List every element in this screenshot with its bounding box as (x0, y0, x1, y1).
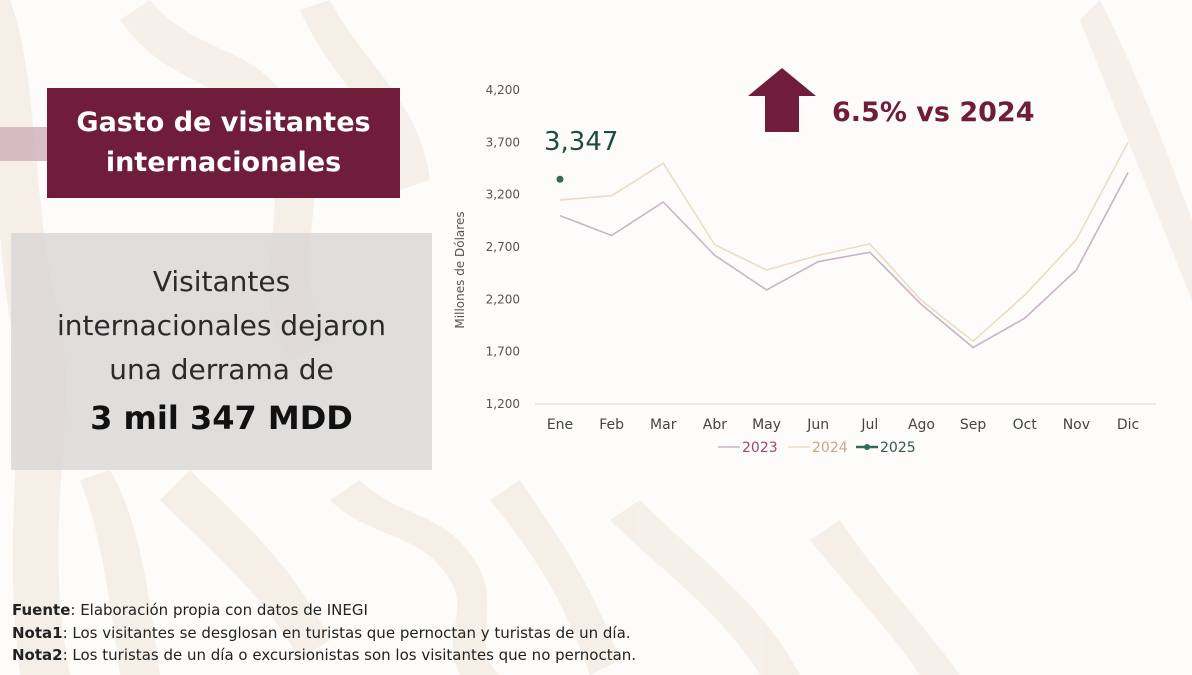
legend-2024: 2024 (812, 440, 848, 456)
growth-label: 6.5% vs 2024 (832, 97, 1035, 128)
title-line-2: internacionales (105, 147, 342, 178)
footer-notes: Fuente: Elaboración propia con datos de … (12, 599, 636, 667)
x-axis-ticks: Ene Feb Mar Abr May Jun Jul Ago Sep Oct Nov Dic (547, 417, 1139, 433)
chart-legend: 2023 2024 2025 (718, 440, 916, 456)
x-tick-label: Jul (860, 417, 878, 433)
arrow-up-icon (748, 68, 816, 132)
summary-line-1: Visitantes (152, 264, 291, 298)
x-tick-label: Nov (1063, 417, 1090, 433)
footer-nota2: Nota2: Los turistas de un día o excursio… (12, 646, 637, 664)
y-tick-label: 1,700 (486, 345, 520, 359)
x-tick-label: Mar (650, 417, 677, 433)
x-tick-label: Ago (908, 417, 935, 433)
y-axis-label: Millones de Dólares (453, 211, 467, 328)
y-tick-label: 2,200 (486, 292, 520, 306)
summary-line-3: una derrama de (109, 352, 334, 386)
y-tick-label: 3,200 (486, 188, 520, 202)
chart-canvas: Millones de Dólares 4,200 3,700 3,200 2,700… (453, 83, 1156, 456)
x-tick-label: Feb (599, 417, 624, 433)
y-tick-label: 2,700 (486, 240, 520, 254)
x-tick-label: May (752, 417, 781, 433)
chart-series (556, 141, 1129, 349)
growth-indicator (748, 68, 816, 132)
x-tick-label: Jun (806, 417, 829, 433)
x-tick-label: Oct (1013, 417, 1038, 433)
legend-2023: 2023 (742, 440, 778, 456)
x-tick-label: Abr (703, 417, 727, 433)
y-tick-label: 4,200 (486, 83, 520, 97)
x-tick-label: Ene (547, 417, 573, 433)
line-chart: Millones de Dólares 4,200 3,700 3,200 2,700… (440, 70, 1180, 470)
footer-fuente: Fuente: Elaboración propia con datos de … (12, 601, 368, 619)
title-line-1: Gasto de visitantes (76, 107, 371, 138)
series-line-2023 (559, 172, 1129, 349)
x-tick-label: Dic (1117, 417, 1139, 433)
summary-line-2: internacionales dejaron (56, 308, 387, 342)
summary-highlight: 3 mil 347 MDD (90, 398, 353, 437)
y-tick-label: 1,200 (486, 397, 520, 411)
legend-2025-marker (864, 444, 870, 450)
legend-2025: 2025 (880, 440, 916, 456)
series-point-2025 (556, 175, 564, 183)
callout-value: 3,347 (544, 127, 618, 157)
footer-nota1: Nota1: Los visitantes se desglosan en tu… (12, 623, 631, 642)
y-tick-label: 3,700 (486, 135, 520, 149)
y-axis-ticks: 4,200 3,700 3,200 2,700 2,200 1,700 1,200 (486, 83, 520, 411)
x-tick-label: Sep (960, 417, 987, 433)
summary-box: Visitantes internacionales dejaron una d… (11, 233, 432, 470)
series-line-2024 (559, 141, 1129, 343)
slide-title: Gasto de visitantes internacionales (47, 88, 400, 198)
accent-bar (0, 127, 50, 161)
